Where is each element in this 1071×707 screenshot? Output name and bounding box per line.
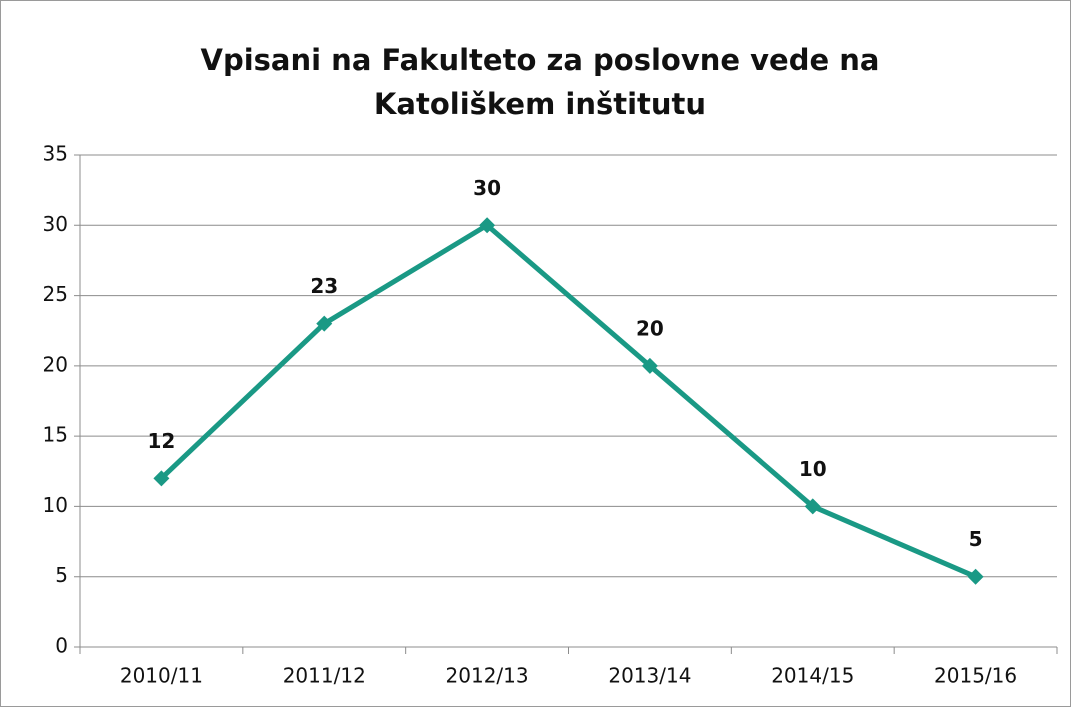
data-point xyxy=(804,498,821,515)
data-point xyxy=(153,470,170,487)
x-tick-label: 2013/14 xyxy=(608,664,691,688)
y-tick-label: 5 xyxy=(55,563,68,587)
data-point xyxy=(316,315,333,332)
data-label: 12 xyxy=(147,429,175,453)
x-tick-label: 2014/15 xyxy=(771,664,854,688)
x-tick-label: 2012/13 xyxy=(446,664,529,688)
y-tick-label: 20 xyxy=(43,352,68,376)
data-label: 10 xyxy=(799,457,827,481)
data-label: 20 xyxy=(636,316,664,340)
data-label: 5 xyxy=(969,527,983,551)
y-tick-label: 10 xyxy=(43,493,68,517)
data-label: 30 xyxy=(473,176,501,200)
x-tick-label: 2010/11 xyxy=(120,664,203,688)
y-tick-label: 35 xyxy=(43,142,68,166)
y-tick-label: 0 xyxy=(55,634,68,658)
chart-title: Vpisani na Fakulteto za poslovne vede na… xyxy=(200,43,880,121)
y-tick-label: 25 xyxy=(43,282,68,306)
y-tick-label: 30 xyxy=(43,212,68,236)
data-point xyxy=(967,568,984,585)
y-tick-label: 15 xyxy=(43,423,68,447)
x-tick-label: 2011/12 xyxy=(283,664,366,688)
x-tick-label: 2015/16 xyxy=(934,664,1017,688)
data-line xyxy=(159,222,977,580)
data-point xyxy=(641,357,658,374)
data-label: 23 xyxy=(310,274,338,298)
data-point xyxy=(479,217,496,234)
